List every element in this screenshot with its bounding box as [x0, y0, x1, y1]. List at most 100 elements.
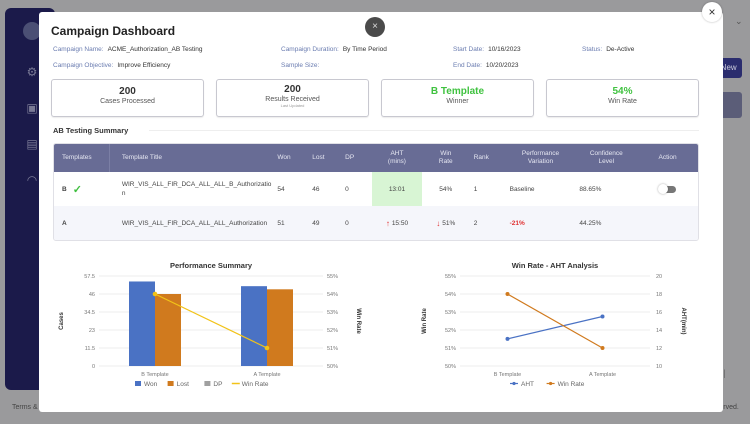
legend-swatch-lost [167, 381, 174, 386]
cell-dp: 0 [345, 219, 349, 227]
table-row: A WIR_VIS_ALL_FIR_DCA_ALL_ALL_Authorizat… [54, 206, 698, 240]
chart-title: Win Rate - AHT Analysis [512, 261, 598, 270]
y-tick-label: 11.5 [85, 346, 95, 352]
header-dp[interactable]: DP [345, 154, 355, 161]
header-rank[interactable]: Rank [473, 154, 489, 161]
header-cl-line1: Confidence [589, 150, 623, 157]
performance-summary-chart: Performance Summary 0 11.5 23 34.5 46 57.5 50% 5… [59, 261, 361, 388]
campaign-objective-label: Campaign Objective: [53, 62, 114, 69]
document-search-icon[interactable]: ▤ [26, 137, 38, 151]
close-modal-button[interactable]: × [702, 2, 722, 22]
win-rate-point [152, 291, 158, 297]
y2-tick-label: 18 [656, 292, 662, 298]
point-aht [600, 314, 605, 319]
legend-label: Won [144, 381, 158, 388]
y-tick-label: 34.5 [84, 310, 95, 316]
header-aht-line1: AHT [390, 150, 404, 157]
bar-lost [267, 289, 293, 366]
table-row: B ✓ WIR_VIS_ALL_FIR_DCA_ALL_ALL_B_Author… [54, 172, 698, 206]
y2-tick-label: 20 [656, 274, 662, 280]
header-aht-line2: (mins) [387, 158, 406, 165]
stat-value: 200 [119, 86, 136, 97]
cell-dp: 0 [345, 185, 349, 193]
y-tick-label: 51% [445, 346, 456, 352]
y2-axis-label: AHT(min) [680, 308, 686, 335]
cell-aht: 13:01 [372, 172, 422, 206]
line-aht [507, 315, 603, 340]
header-confidence-level[interactable]: Confidence Level [575, 144, 637, 172]
sample-size-label: Sample Size: [281, 62, 320, 69]
y-axis-label: Win Rate [422, 308, 428, 334]
arrow-up-icon: ↑ [385, 218, 390, 228]
users-gear-icon[interactable]: ⚙ [26, 65, 38, 79]
legend-label: AHT [521, 381, 534, 388]
header-aht[interactable]: AHT (mins) [372, 144, 422, 172]
y-tick-label: 52% [445, 328, 456, 334]
y-tick-label: 54% [445, 292, 456, 298]
y2-tick-label: 50% [327, 364, 338, 370]
cell-template-title: WIR_VIS_ALL_FIR_DCA_ALL_ALL_B_Authorizat… [121, 181, 272, 197]
header-template-title[interactable]: Template Title [121, 154, 162, 161]
stat-label: Winner [446, 98, 469, 105]
campaign-objective-field: Campaign Objective: Improve Efficiency [53, 62, 170, 69]
gauge-icon[interactable]: ◠ [26, 173, 38, 187]
stat-sublabel: Last Updated [280, 103, 305, 108]
y-tick-label: 55% [445, 274, 456, 280]
y2-axis-label: Win Rate [355, 308, 361, 334]
footer-terms-link[interactable]: Terms & [12, 404, 38, 411]
y2-tick-label: 54% [327, 292, 338, 298]
status-label: Status: [582, 46, 603, 53]
win-rate-line [154, 293, 268, 349]
y2-tick-label: 51% [327, 346, 338, 352]
y2-tick-label: 52% [327, 328, 338, 334]
stat-label: Win Rate [608, 98, 637, 105]
bar-won [129, 281, 155, 366]
header-lost[interactable]: Lost [312, 154, 325, 161]
header-won[interactable]: Won [277, 154, 291, 161]
stat-card-winner: B Template Winner [381, 79, 534, 117]
end-date-value: 10/20/2023 [485, 62, 519, 69]
y-axis-label: Cases [59, 312, 65, 330]
campaign-duration-label: Campaign Duration: [281, 46, 339, 53]
cell-action [637, 172, 698, 206]
campaign-name-field: Campaign Name: ACME_Authorization_AB Test… [53, 46, 202, 53]
action-toggle[interactable] [657, 184, 676, 194]
stat-label: Results Received [265, 96, 320, 103]
cell-aht: ↑ 15:50 [372, 206, 422, 240]
close-icon[interactable]: × [365, 17, 385, 37]
legend-marker [512, 381, 516, 386]
legend-swatch-dp [204, 381, 211, 386]
header-win-rate[interactable]: Win Rate [422, 144, 470, 172]
chevron-down-icon[interactable]: ⌄ [735, 16, 743, 26]
y2-tick-label: 14 [656, 328, 662, 334]
template-letter: B [62, 185, 67, 193]
cell-performance-variation: Baseline [509, 185, 535, 193]
legend-label: DP [213, 381, 222, 388]
logo-icon [23, 22, 41, 40]
header-performance-variation[interactable]: Performance Variation [506, 144, 576, 172]
y2-tick-label: 12 [656, 346, 662, 352]
header-templates[interactable]: Templates [54, 144, 110, 172]
y2-tick-label: 10 [656, 364, 662, 370]
bar-lost [155, 294, 181, 366]
cell-win-rate: ↓ 51% [422, 206, 470, 240]
y2-tick-label: 16 [656, 310, 662, 316]
template-letter: A [62, 219, 67, 227]
ab-testing-table: Templates Template Title Won Lost DP AHT… [53, 143, 699, 241]
cell-won: 54 [277, 185, 285, 193]
section-title: AB Testing Summary [53, 126, 129, 135]
stat-label: Cases Processed [100, 98, 155, 105]
start-date-label: Start Date: [453, 46, 485, 53]
legend-swatch-won [135, 381, 141, 386]
win-rate-value: 51% [442, 219, 456, 227]
line-win-rate [507, 293, 603, 349]
header-pv-line1: Performance [521, 150, 560, 157]
win-rate-aht-chart: Win Rate - AHT Analysis 50% 51% 52% 53% 54% 55… [422, 261, 686, 388]
cell-template: A [54, 206, 110, 240]
check-icon: ✓ [72, 183, 82, 196]
cell-lost: 49 [312, 219, 320, 227]
briefcase-icon[interactable]: ▣ [26, 101, 38, 115]
x-tick-label: B Template [494, 372, 521, 378]
start-date-field: Start Date: 10/16/2023 [453, 46, 521, 53]
point-win-rate [505, 292, 510, 296]
